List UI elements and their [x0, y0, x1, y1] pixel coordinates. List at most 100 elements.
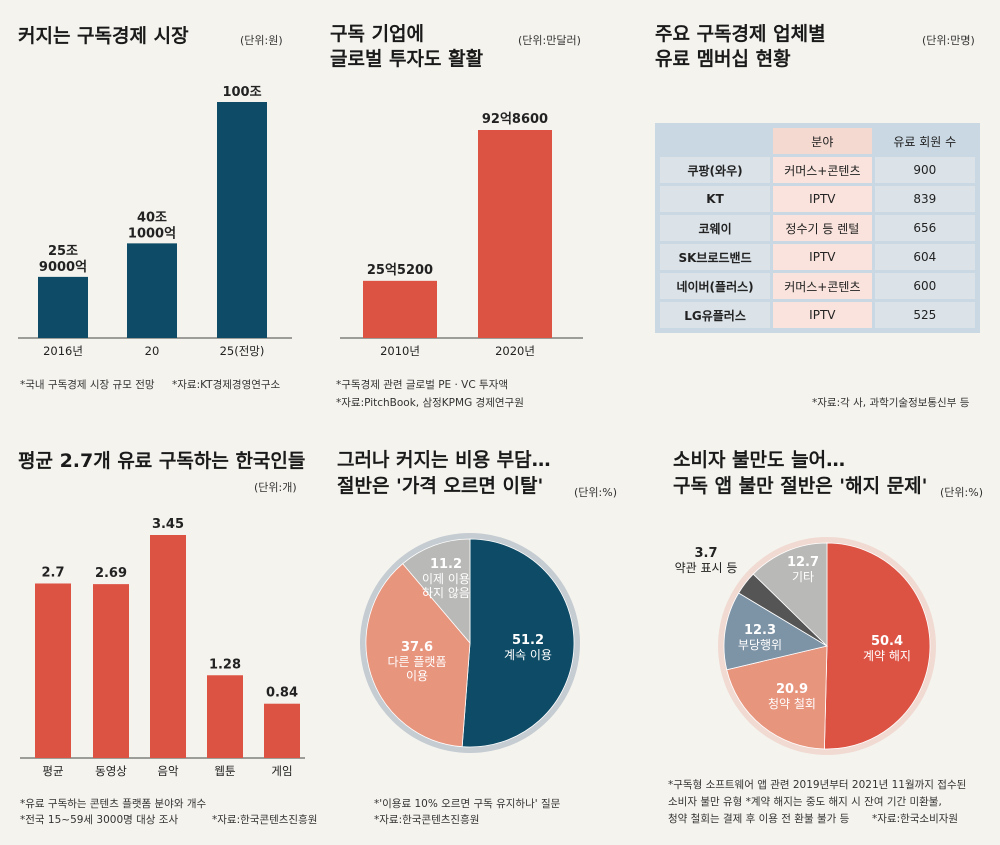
- panel5-value-label: 11.2: [430, 557, 462, 572]
- table-header-cell: 유료 회원 수: [874, 128, 975, 154]
- panel4-bar-chart: 2.7 평균 2.69 동영상 3.45 음악 1.28 웹툰 0.84 게임: [20, 517, 305, 778]
- panel6-title-line2: 구독 앱 불만 절반은 '해지 문제': [673, 475, 928, 497]
- panel1-category-label: 20: [145, 344, 160, 358]
- panel5-slice: [365, 563, 471, 748]
- panel4-bar: [150, 535, 186, 758]
- panel6-note-2: 소비자 불만 유형 *계약 해지는 중도 해지 시 잔여 기간 미환불,: [668, 796, 942, 808]
- panel4-category-label: 음악: [157, 764, 179, 778]
- table-cell: 839: [874, 186, 975, 212]
- panel4-title: 평균 2.7개 유료 구독하는 한국인들: [18, 450, 306, 472]
- panel1-note-1: *국내 구독경제 시장 규모 전망: [20, 379, 155, 391]
- table-cell: KT: [660, 186, 771, 212]
- panel5-title-line1: 그러나 커지는 비용 부담…: [337, 449, 551, 471]
- panel4-note-source: *자료:한국콘텐츠진흥원: [212, 814, 318, 826]
- panel5-note-source: *자료:한국콘텐츠진흥원: [374, 814, 480, 826]
- panel6-slice: [726, 645, 828, 750]
- panel2-category-label: 2020년: [495, 344, 535, 358]
- table-cell: 네이버(플러스): [660, 273, 771, 299]
- panel3-title: 주요 구독경제 업체별 유료 멤버십 현황: [655, 23, 826, 70]
- panel1-unit: (단위:원): [240, 34, 283, 47]
- table-cell: IPTV: [773, 244, 872, 270]
- table-header-row: 분야 유료 회원 수: [660, 128, 975, 154]
- panel5-slice: [402, 538, 471, 645]
- panel4-category-label: 웹툰: [214, 764, 235, 778]
- panel4-bar: [264, 703, 300, 758]
- panel2-title: 구독 기업에 글로벌 투자도 활활: [330, 23, 484, 70]
- panel2-note-source: *자료:PitchBook, 삼정KPMG 경제연구원: [336, 397, 524, 409]
- panel2-value-label: 92억8600: [482, 112, 548, 127]
- panel4-value-label: 2.69: [95, 566, 127, 581]
- panel1-value-label: 40조 1000억: [128, 210, 176, 241]
- panel4-value-label: 0.84: [266, 686, 298, 701]
- panel6-slice-label: 약관 표시 등: [675, 560, 738, 575]
- panel6-note-source: *자료:한국소비자원: [872, 813, 959, 825]
- panel2-category-label: 2010년: [380, 344, 420, 358]
- panel6-value-label: 3.7: [694, 546, 717, 561]
- panel4-note-2: *전국 15~59세 3000명 대상 조사: [20, 814, 179, 826]
- panel5-value-label: 51.2: [512, 633, 544, 648]
- panel2-value-label: 25억5200: [367, 263, 433, 278]
- panel2-bar: [478, 130, 552, 338]
- table-cell: IPTV: [773, 186, 872, 212]
- table-row: SK브로드밴드 IPTV 604: [660, 244, 975, 270]
- panel4-value-label: 3.45: [152, 517, 184, 532]
- panel6-slice: [723, 592, 829, 671]
- table-cell: 600: [874, 273, 975, 299]
- table-cell: 커머스+콘텐츠: [773, 157, 872, 183]
- panel6-title-line1: 소비자 불만도 늘어…: [673, 449, 846, 471]
- table-cell: SK브로드밴드: [660, 244, 771, 270]
- panel5-slice-label: 계속 이용: [504, 648, 552, 662]
- panel2-note-1: *구독경제 관련 글로벌 PE · VC 투자액: [336, 379, 509, 391]
- panel4-unit: (단위:개): [254, 481, 297, 494]
- table-cell: 525: [874, 302, 975, 328]
- table-row: 네이버(플러스) 커머스+콘텐츠 600: [660, 273, 975, 299]
- panel2-bar: [363, 280, 437, 338]
- panel4-value-label: 2.7: [41, 565, 64, 580]
- panel6-slice-label: 기타: [792, 570, 814, 584]
- table-cell: 656: [874, 215, 975, 241]
- table-cell: 코웨이: [660, 215, 771, 241]
- panel6-note-3: 청약 철회는 결제 후 이용 전 환불 불가 등: [668, 813, 850, 825]
- panel5-title-line2: 절반은 '가격 오르면 이탈': [337, 475, 544, 497]
- table-row: 코웨이 정수기 등 렌털 656: [660, 215, 975, 241]
- panel3-unit: (단위:만명): [922, 34, 975, 47]
- panel5-pie-chart: 51.2계속 이용 37.6다른 플랫폼 이용 11.2이제 이용 하지 않음: [360, 533, 580, 753]
- panel5-note-1: *'이용료 10% 오르면 구독 유지하나' 질문: [374, 798, 561, 810]
- panel6-slice: [752, 542, 828, 647]
- table-cell: LG유플러스: [660, 302, 771, 328]
- panel6-slice-label: 부당행위: [738, 637, 782, 652]
- panel5-slice-label: 다른 플랫폼 이용: [387, 655, 446, 683]
- membership-table: 분야 유료 회원 수 쿠팡(와우) 커머스+콘텐츠 900 KT IPTV 839 코웨이 정수기…: [655, 123, 980, 333]
- panel6-note-1: *구독형 소프트웨어 앱 관련 2019년부터 2021년 11월까지 접수된: [668, 779, 967, 791]
- panel4-note-1: *유료 구독하는 콘텐츠 플랫폼 분야와 개수: [20, 798, 207, 810]
- panel6-slice-label: 청약 철회: [768, 696, 816, 711]
- table-cell: 커머스+콘텐츠: [773, 273, 872, 299]
- panel1-category-label: 2016년: [43, 344, 83, 358]
- panel5-unit: (단위:%): [574, 486, 617, 499]
- panel4-bar: [35, 583, 71, 758]
- panel5-value-label: 37.6: [401, 640, 433, 655]
- panel3-note-source: *자료:각 사, 과학기술정보통신부 등: [812, 397, 970, 409]
- table-cell: 쿠팡(와우): [660, 157, 771, 183]
- panel1-value-label: 25조 9000억: [39, 244, 87, 275]
- panel4-category-label: 게임: [271, 764, 292, 778]
- panel6-value-label: 50.4: [871, 634, 903, 649]
- panel1-title: 커지는 구독경제 시장: [18, 25, 189, 47]
- panel4-value-label: 1.28: [209, 657, 241, 672]
- table-cell: 900: [874, 157, 975, 183]
- panel1-bar: [127, 243, 177, 338]
- table-cell: IPTV: [773, 302, 872, 328]
- panel6-value-label: 12.3: [744, 623, 776, 638]
- panel4-category-label: 동영상: [95, 764, 127, 778]
- panel2-bar-chart: 25억5200 2010년 92억8600 2020년: [340, 112, 583, 358]
- panel4-bar: [207, 675, 243, 758]
- panel6-slice: [824, 542, 931, 750]
- table-row: LG유플러스 IPTV 525: [660, 302, 975, 328]
- panel1-value-label: 100조: [222, 85, 261, 100]
- table-cell: 정수기 등 렌털: [773, 215, 872, 241]
- table-cell: 604: [874, 244, 975, 270]
- panel1-bar: [38, 276, 88, 338]
- panel4-bar: [93, 584, 129, 758]
- panel1-category-label: 25(전망): [220, 344, 265, 358]
